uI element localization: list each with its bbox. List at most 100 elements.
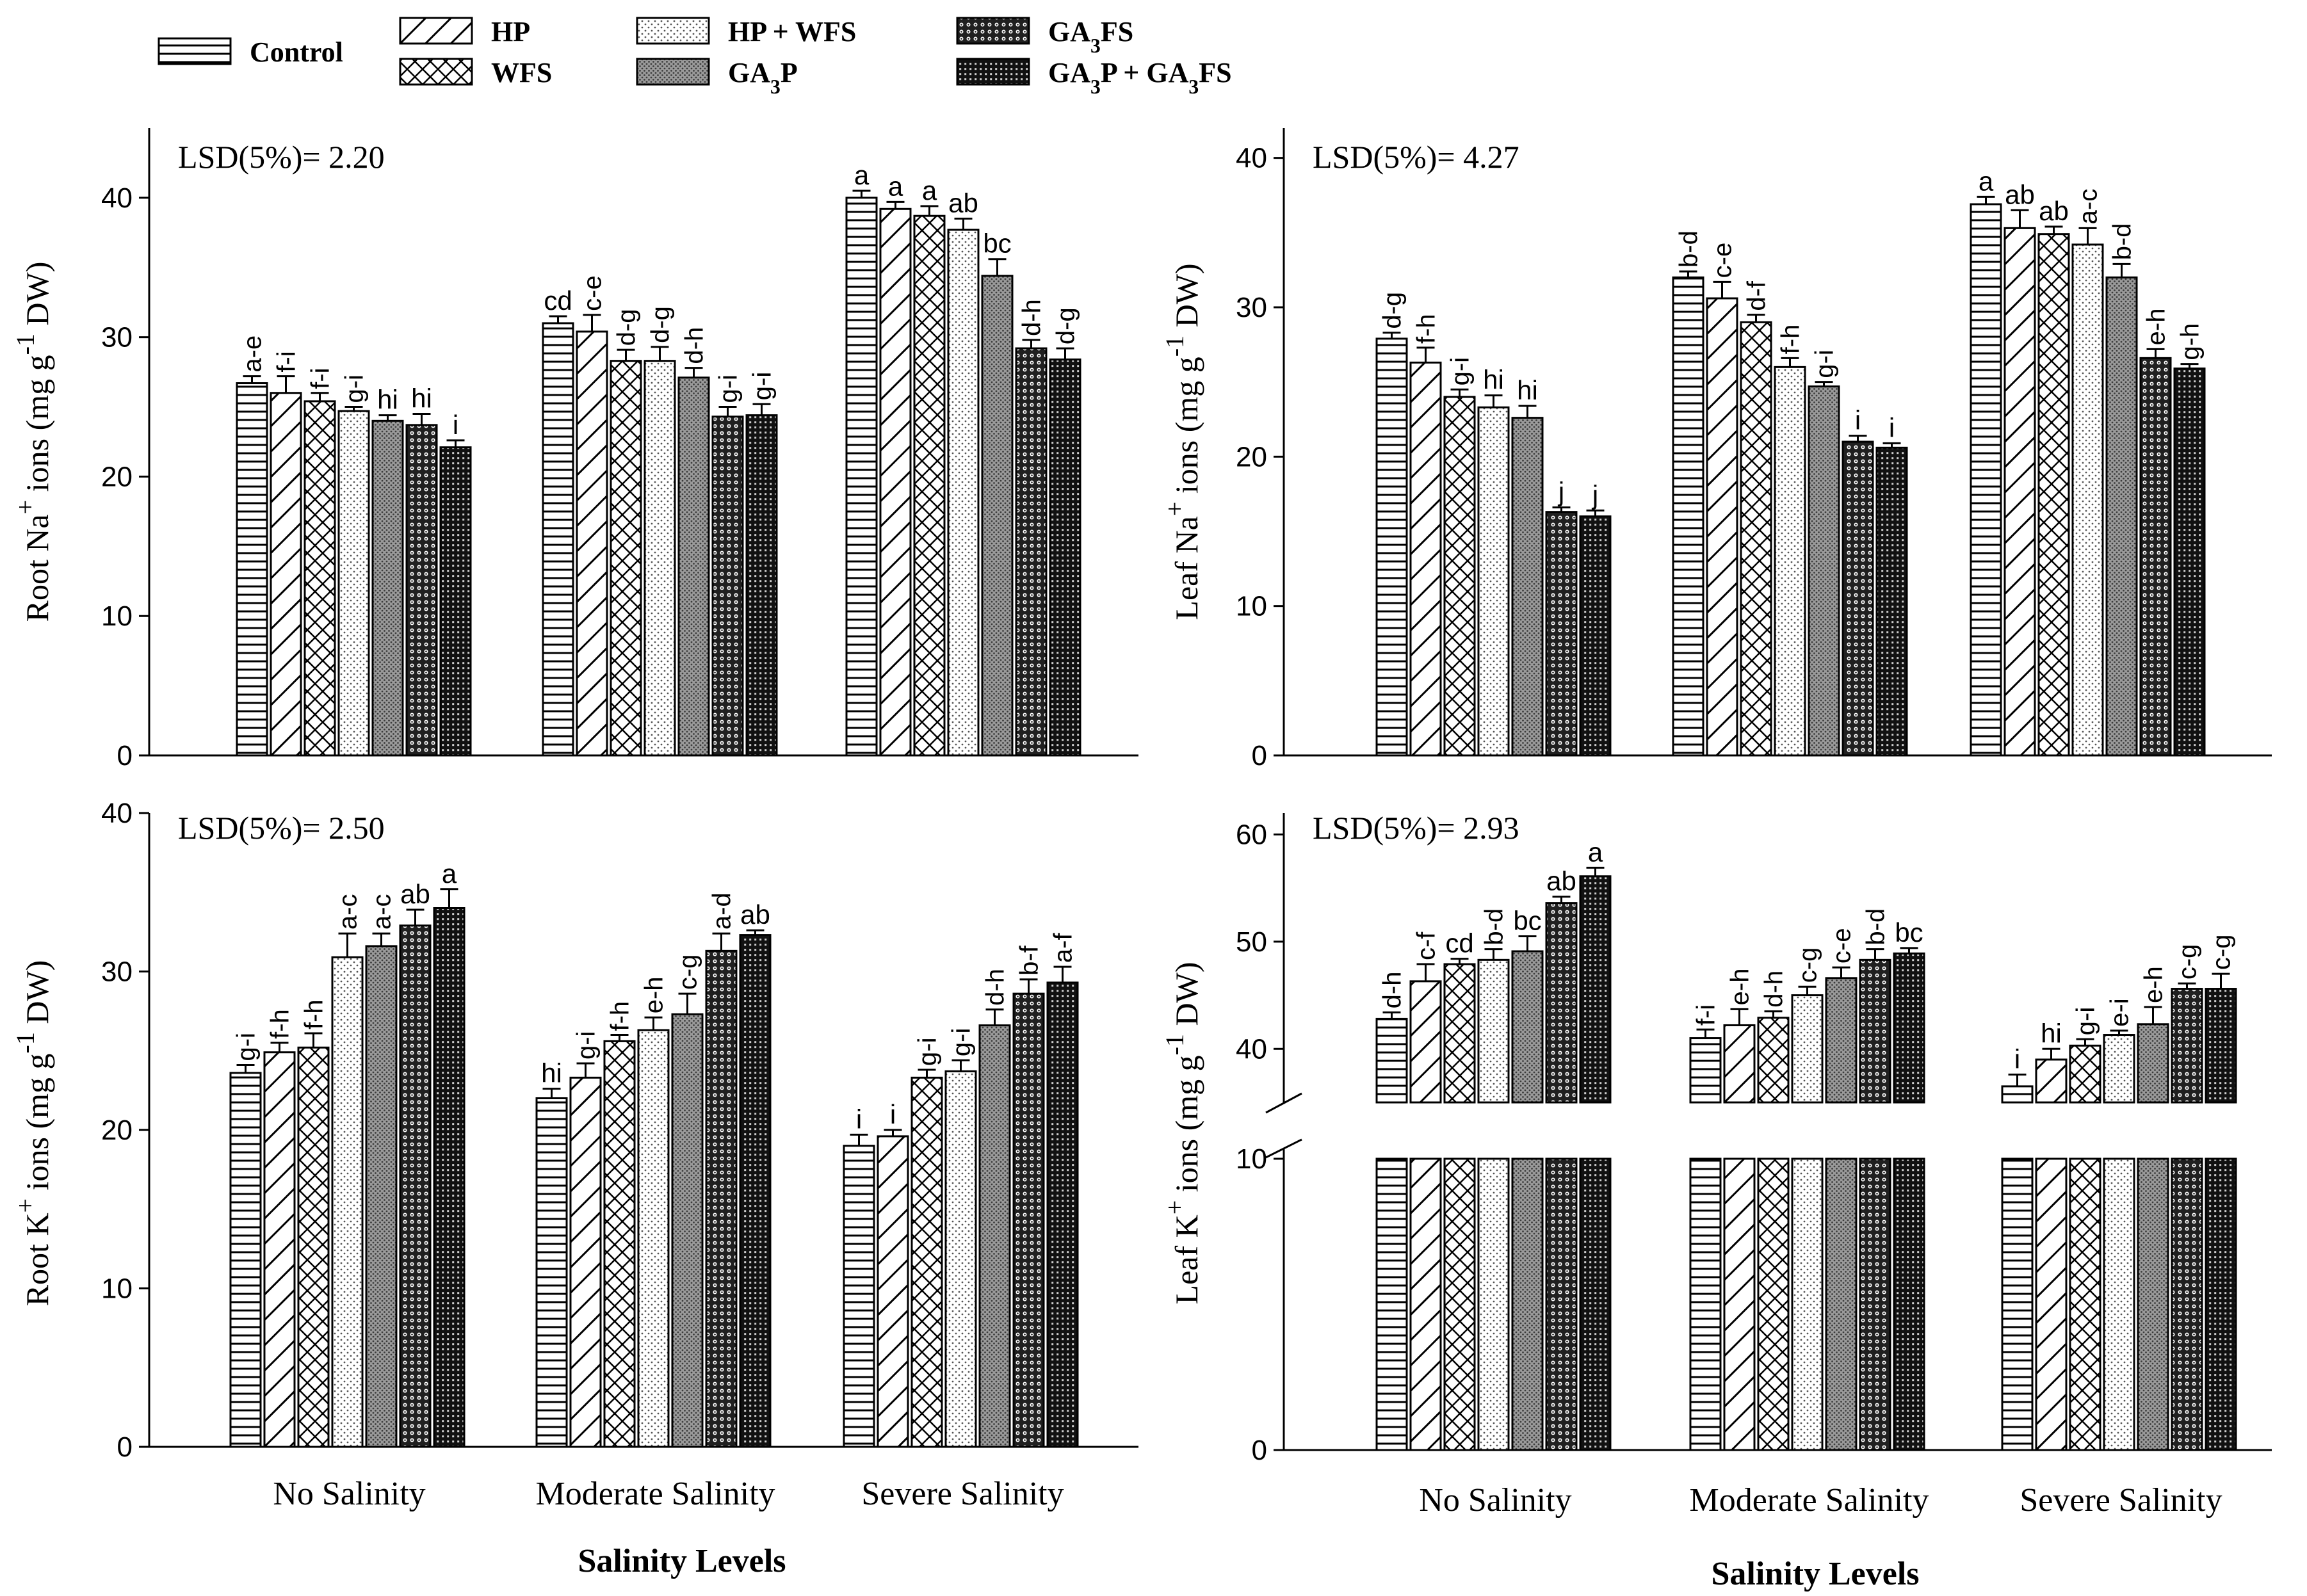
significance-letter: ab [2005,179,2035,209]
significance-letter: hi [411,383,432,413]
significance-letter: g-i [715,375,743,403]
significance-letter: ab [2039,196,2069,226]
significance-letter: a [1979,166,1994,196]
bar-group: i [439,410,472,757]
bar [1046,981,1079,1448]
significance-letter: d-h [1760,971,1788,1008]
bar [2105,276,2138,757]
legend-swatch [158,37,232,65]
bar [978,1024,1011,1448]
significance-letter: c-g [1794,947,1822,983]
bar-group: c-g [2171,944,2203,1451]
significance-letter: cd [544,286,572,316]
significance-letter: c-g [674,955,702,990]
bar-group: b-f [1012,945,1045,1448]
bar [229,1072,262,1448]
legend-swatch [956,17,1030,45]
bar [2071,243,2104,757]
y-tick-label: 40 [101,182,133,214]
significance-letter: c-g [2174,944,2202,980]
bar-group: d-h [1757,971,1790,1451]
significance-letter: b-d [1480,908,1509,946]
bar [1970,203,2002,757]
significance-letter: f-i [307,367,335,389]
bar [576,330,608,757]
y-tick-label: 20 [101,1115,133,1146]
significance-letter: hi [1483,365,1504,395]
legend-swatch [399,17,473,45]
bar-group: j [1545,477,1578,757]
bar-group: hi [1511,375,1544,757]
bar-group: a [845,160,878,757]
bar-group: bc [981,229,1014,757]
significance-letter: i [890,1099,896,1129]
legend-swatch [399,58,473,86]
bar-group: a [879,171,912,757]
bar [2205,988,2237,1104]
legend-item-sparse-dots: HP + WFS [636,16,856,47]
bar-group: a-c [2071,189,2104,757]
bar [843,1145,875,1448]
significance-letter: hi [1517,375,1538,405]
significance-letter: bc [983,229,1011,259]
bar [944,1070,977,1448]
bar [1757,1157,1790,1451]
bar [331,956,364,1448]
significance-letter: d-f [1743,280,1771,311]
bar [439,446,472,757]
legend-swatch [636,17,710,45]
legend-label: HP [491,16,530,47]
bar [1842,440,1874,757]
lsd-label: LSD(5%)= 2.93 [1313,810,1519,846]
bar-group: f-i [304,367,336,757]
bar [569,1076,602,1448]
y-tick-label: 30 [101,956,133,988]
significance-letter: b-f [1016,945,1044,976]
y-tick-label: 50 [1236,926,1267,958]
bar-group: e-i [2103,998,2135,1451]
bar-group: d-h [1015,299,1048,757]
bar-group: e-h [637,976,670,1448]
legend-item-hlines: Control [158,36,343,68]
bar-group: g-i [711,375,744,757]
bar [739,934,772,1448]
significance-letter: f-h [266,1009,295,1039]
significance-letter: a-f [1049,933,1078,963]
panel-leaf-na: 0 10 20 30 40 LSD(5%)= 4.27 Leaf Na+ ions (mg … [1160,128,2272,771]
bar [2035,1058,2068,1104]
significance-letter: d-h [982,969,1010,1006]
bar [879,207,912,757]
y-tick-label: 60 [1236,819,1267,850]
bar-group: g-i [911,1037,943,1448]
bar [1511,1157,1544,1451]
legend-swatch [636,58,710,86]
significance-letter: a-c [334,894,362,930]
bar [1375,1157,1408,1451]
legend-item-cross: WFS [399,57,552,88]
significance-letter: hi [2041,1018,2062,1048]
significance-letter: f-h [300,999,328,1029]
significance-letter: a [442,858,457,889]
bar [1511,950,1544,1104]
bar [399,924,432,1448]
bar [2173,367,2206,757]
bar [705,949,738,1448]
bar-group: d-h [1375,972,1408,1451]
significance-letter: e-h [1726,969,1754,1006]
bar-group: i [877,1099,909,1448]
significance-letter: a-e [239,335,267,373]
bar [405,424,438,757]
significance-letter: a-c [368,894,396,930]
significance-letter: c-f [1413,931,1441,960]
bar [1012,992,1045,1448]
bar [1477,958,1510,1104]
bar [1579,1157,1612,1451]
significance-letter: g-i [749,372,777,400]
significance-letter: f-i [1692,1004,1720,1026]
significance-letter: g-i [572,1031,601,1060]
significance-letter: c-e [1828,928,1856,963]
bar [1443,963,1476,1104]
bar [845,197,878,757]
